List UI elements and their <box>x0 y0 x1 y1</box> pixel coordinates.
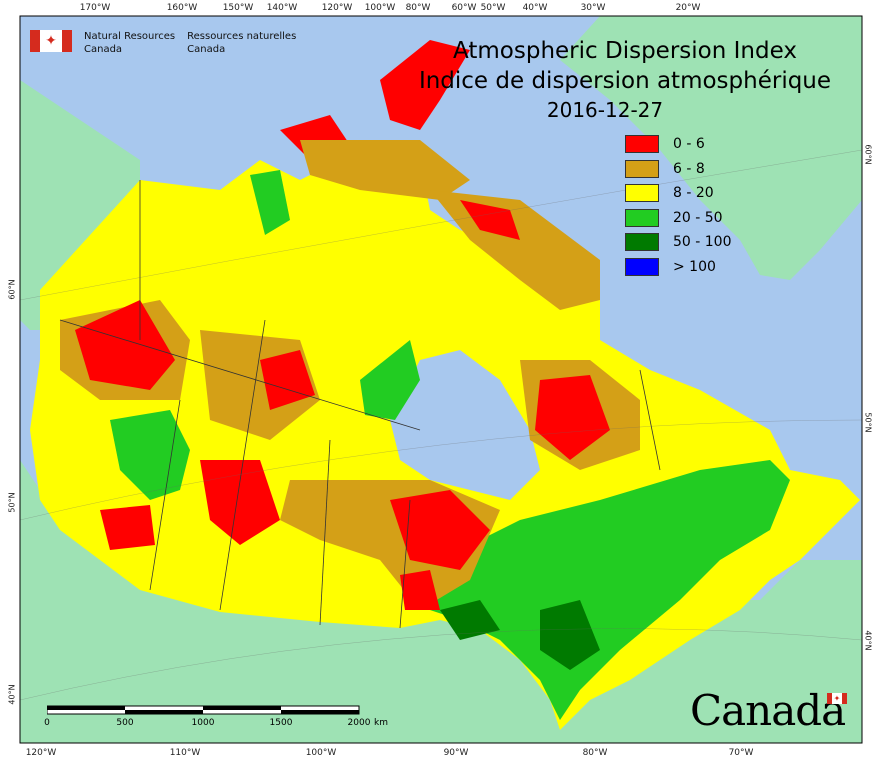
tick-top: 60°W <box>451 3 477 13</box>
tick-bottom: 70°W <box>728 748 754 758</box>
legend-label: 20 - 50 <box>673 209 723 226</box>
red-zone-ontario <box>400 570 440 610</box>
title-en: Atmospheric Dispersion Index <box>453 38 797 64</box>
legend-label: 6 - 8 <box>673 160 705 177</box>
title-fr: Indice de dispersion atmosphérique <box>418 68 832 94</box>
agency-fr-line1: Ressources naturelles <box>187 31 297 42</box>
baffin-red <box>460 200 520 240</box>
legend-swatch <box>625 135 659 154</box>
legend-label: 50 - 100 <box>673 234 732 251</box>
tick-bottom: 110°W <box>169 748 201 758</box>
agency-en-line1: Natural Resources <box>84 31 176 42</box>
dark-green-zone-2 <box>440 600 500 640</box>
ellesmere-island <box>380 40 470 130</box>
legend-swatch <box>625 208 659 227</box>
legend-item: 50 - 100 <box>625 230 732 255</box>
red-zone-nwt <box>260 350 315 410</box>
legend: 0 - 6 6 - 8 8 - 20 20 - 50 50 - 100 > 100 <box>625 132 732 279</box>
legend-item: 8 - 20 <box>625 181 732 206</box>
greenland <box>560 16 862 280</box>
legend-item: > 100 <box>625 255 732 280</box>
legend-swatch <box>625 233 659 252</box>
tick-right: 60°N <box>863 144 873 165</box>
province-borders <box>59 180 661 629</box>
hudson-bay <box>390 350 540 500</box>
red-zone-bc <box>100 505 155 550</box>
tick-bottom: 120°W <box>25 748 57 758</box>
tick-top: 80°W <box>405 3 431 13</box>
green-zone-hudson <box>360 340 420 420</box>
baffin-island <box>430 190 600 310</box>
tick-top: 170°W <box>79 3 111 13</box>
tick-left: 50°N <box>7 492 17 513</box>
agency-fr-line2: Canada <box>187 44 226 55</box>
tick-top: 40°W <box>522 3 548 13</box>
green-zone-west <box>110 410 190 500</box>
tick-bottom: 90°W <box>443 748 469 758</box>
legend-item: 6 - 8 <box>625 157 732 182</box>
canada-flag-icon: ✦ <box>30 30 72 52</box>
map-title: Atmospheric Dispersion Index Indice de d… <box>380 36 870 124</box>
tick-right: 50°N <box>863 412 873 433</box>
scale-label: 500 <box>116 718 134 728</box>
graticule <box>19 149 863 701</box>
tick-left: 40°N <box>7 684 17 705</box>
red-zone-yukon <box>75 300 175 390</box>
scale-unit: km <box>374 718 388 728</box>
agency-name-fr: Ressources naturelles Canada <box>187 30 296 56</box>
green-zone-east <box>430 460 790 720</box>
tick-top: 30°W <box>580 3 606 13</box>
title-date: 2016-12-27 <box>546 98 664 122</box>
scale-label: 0 <box>44 718 50 728</box>
legend-swatch <box>625 257 659 276</box>
map-border <box>19 15 863 744</box>
arctic-island-orange <box>300 140 470 200</box>
tick-bottom: 100°W <box>305 748 337 758</box>
tick-top: 150°W <box>222 3 254 13</box>
legend-item: 20 - 50 <box>625 206 732 231</box>
wordmark-flag-icon: ✦ <box>827 693 847 704</box>
canada-wordmark: Canada <box>690 686 846 735</box>
banks-island <box>250 170 290 235</box>
red-zone-manitoba <box>390 490 490 570</box>
agency-en-line2: Canada <box>84 44 123 55</box>
red-zone-quebec <box>535 375 610 460</box>
legend-item: 0 - 6 <box>625 132 732 157</box>
tick-top: 100°W <box>364 3 396 13</box>
scale-label: 1000 <box>191 718 215 728</box>
tick-top: 50°W <box>480 3 506 13</box>
red-zone-alberta <box>200 460 280 545</box>
legend-swatch <box>625 184 659 203</box>
tick-top: 140°W <box>266 3 298 13</box>
tick-top: 160°W <box>166 3 198 13</box>
agency-signature: ✦ Natural Resources Canada Ressources na… <box>30 30 296 56</box>
scale-label: 2000 <box>347 718 371 728</box>
tick-top: 20°W <box>675 3 701 13</box>
tick-bottom: 80°W <box>582 748 608 758</box>
dark-green-zone <box>540 600 600 670</box>
scale-label: 1500 <box>269 718 293 728</box>
tick-top: 120°W <box>321 3 353 13</box>
scale-labels: 0 500 1000 1500 2000 km <box>44 718 388 732</box>
legend-swatch <box>625 159 659 178</box>
legend-label: > 100 <box>673 258 716 275</box>
tick-left: 60°N <box>7 279 17 300</box>
legend-label: 8 - 20 <box>673 185 714 202</box>
agency-name-en: Natural Resources Canada <box>84 30 175 56</box>
scale-bar <box>47 705 360 715</box>
legend-label: 0 - 6 <box>673 136 705 153</box>
tick-right: 40°N <box>863 630 873 651</box>
